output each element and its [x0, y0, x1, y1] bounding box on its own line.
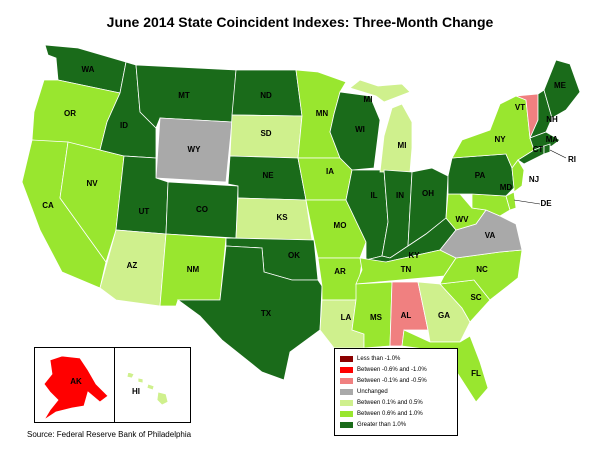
label-OR: OR: [64, 109, 76, 118]
label-LA: LA: [341, 313, 352, 322]
legend-label: Between -0.1% and -0.5%: [357, 377, 427, 384]
state-AK: [43, 355, 109, 421]
label-AL: AL: [401, 311, 412, 320]
state-AZ: [99, 229, 167, 307]
legend-swatch: [340, 399, 353, 406]
legend-swatch: [340, 410, 353, 417]
label-SD: SD: [260, 129, 271, 138]
legend-label: Greater than 1.0%: [357, 421, 407, 428]
label-ID: ID: [120, 121, 128, 130]
legend-item: Less than -1.0%: [340, 353, 457, 364]
state-RI: [543, 143, 551, 155]
label-CO: CO: [196, 205, 208, 214]
label-FL: FL: [471, 369, 481, 378]
label-WI: WI: [355, 125, 365, 134]
state-WY: [155, 117, 233, 183]
legend-label: Between -0.6% and -1.0%: [357, 366, 427, 373]
label-MN: MN: [316, 109, 329, 118]
label-MI: MI: [364, 95, 373, 104]
label-CT: CT: [533, 145, 544, 154]
label-NY: NY: [494, 135, 506, 144]
legend-swatch: [340, 388, 353, 395]
state-MI: [349, 79, 413, 173]
legend-label: Unchanged: [357, 388, 388, 395]
label-NJ: NJ: [529, 175, 539, 184]
legend-item: Between 0.6% and 1.0%: [340, 408, 457, 419]
label-NV: NV: [86, 179, 98, 188]
label-IL: IL: [370, 191, 377, 200]
label-UT: UT: [139, 207, 150, 216]
label-IN: IN: [396, 191, 404, 200]
label-ND: ND: [260, 91, 272, 100]
label-KY: KY: [408, 251, 420, 260]
label-CA: CA: [42, 201, 54, 210]
label-PA: PA: [475, 171, 486, 180]
legend-label: Less than -1.0%: [357, 355, 401, 362]
label-OK: OK: [288, 251, 300, 260]
legend-swatch: [340, 421, 353, 428]
legend-item: Between 0.1% and 0.5%: [340, 397, 457, 408]
leader-DE: [513, 199, 541, 205]
label-AZ: AZ: [127, 261, 138, 270]
state-ME: [543, 59, 581, 119]
legend-swatch: [340, 377, 353, 384]
label-OH: OH: [422, 189, 434, 198]
state-CT: [517, 145, 545, 165]
label-NC: NC: [476, 265, 488, 274]
label-DE: DE: [540, 199, 552, 208]
label-WV: WV: [456, 215, 470, 224]
label-HI: HI: [132, 387, 140, 396]
label-NH: NH: [546, 115, 558, 124]
legend: Less than -1.0% Between -0.6% and -1.0% …: [334, 348, 458, 436]
label-NM: NM: [187, 265, 200, 274]
label-VT: VT: [515, 103, 525, 112]
label-AK: AK: [70, 377, 82, 386]
label-TX: TX: [261, 309, 272, 318]
label-MI-lower: MI: [398, 141, 407, 150]
leader-RI: [549, 149, 567, 159]
label-MO: MO: [334, 221, 347, 230]
state-KS: [235, 197, 313, 241]
legend-label: Between 0.6% and 1.0%: [357, 410, 423, 417]
legend-item: Greater than 1.0%: [340, 419, 457, 430]
label-WY: WY: [188, 145, 202, 154]
label-MA: MA: [546, 135, 559, 144]
label-MT: MT: [178, 91, 190, 100]
state-DE: [505, 191, 517, 211]
legend-item: Between -0.1% and -0.5%: [340, 375, 457, 386]
source-note: Source: Federal Reserve Bank of Philadel…: [27, 430, 192, 439]
label-GA: GA: [438, 311, 450, 320]
legend-swatch: [340, 355, 353, 362]
state-IA: [297, 157, 353, 201]
label-ME: ME: [554, 81, 567, 90]
label-AR: AR: [334, 267, 346, 276]
alaska-hawaii-inset-frame: [34, 347, 191, 423]
legend-label: Between 0.1% and 0.5%: [357, 399, 423, 406]
inset-divider: [114, 348, 115, 422]
label-RI: RI: [568, 155, 576, 164]
legend-swatch: [340, 366, 353, 373]
label-MS: MS: [370, 313, 383, 322]
label-SC: SC: [470, 293, 481, 302]
label-TN: TN: [401, 265, 412, 274]
map-title: June 2014 State Coincident Indexes: Thre…: [106, 14, 494, 30]
label-IA: IA: [326, 167, 334, 176]
state-MA: [529, 131, 561, 151]
legend-item: Between -0.6% and -1.0%: [340, 364, 457, 375]
state-HI: [126, 371, 169, 406]
label-NE: NE: [262, 171, 274, 180]
label-VA: VA: [485, 231, 496, 240]
label-WA: WA: [82, 65, 95, 74]
state-AR: [317, 257, 363, 301]
legend-item: Unchanged: [340, 386, 457, 397]
label-MD: MD: [500, 183, 513, 192]
label-KS: KS: [276, 213, 288, 222]
